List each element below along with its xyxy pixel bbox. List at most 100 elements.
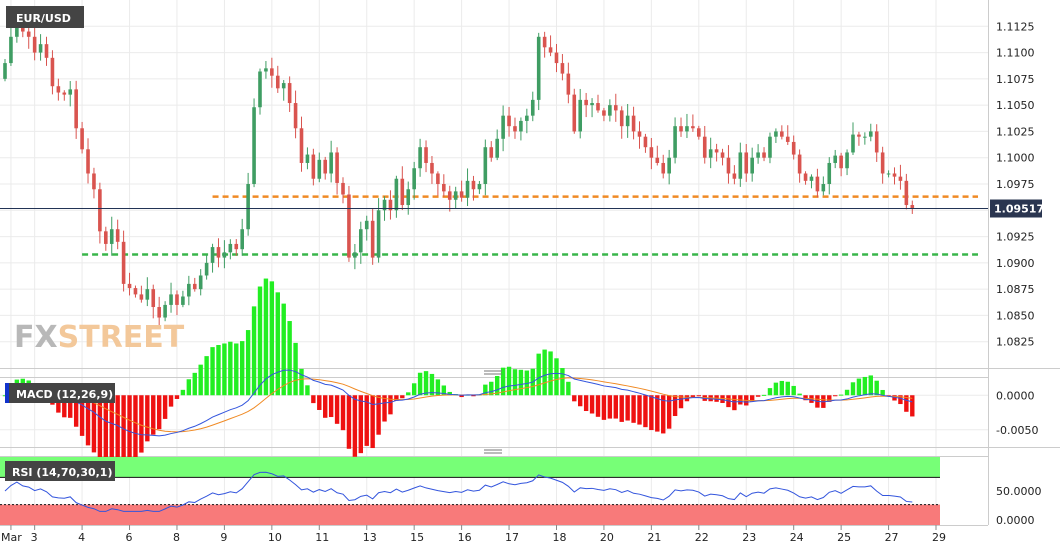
candle bbox=[560, 63, 565, 74]
macd-histogram-bar bbox=[323, 395, 328, 418]
price-tick-label: 1.1125 bbox=[996, 20, 1035, 33]
macd-histogram-bar bbox=[281, 303, 286, 396]
macd-histogram-bar bbox=[358, 395, 363, 454]
candle bbox=[732, 173, 737, 179]
macd-histogram-bar bbox=[340, 395, 346, 431]
candle bbox=[181, 296, 185, 305]
candle bbox=[192, 283, 197, 290]
candle bbox=[809, 176, 814, 181]
macd-pane[interactable]: -0.0050 0.0000 bbox=[0, 278, 1038, 471]
candle bbox=[566, 73, 571, 95]
macd-histogram-bar bbox=[210, 347, 215, 396]
x-tick-label: 18 bbox=[552, 531, 566, 544]
price-pane[interactable]: 1.0825 1.0850 1.0875 1.0900 1.0925 1.0975 1.10… bbox=[0, 0, 1060, 525]
candle bbox=[68, 89, 73, 95]
macd-histogram-bar bbox=[542, 349, 547, 396]
macd-histogram-bar bbox=[459, 395, 464, 398]
macd-histogram-bar bbox=[228, 341, 233, 396]
candle bbox=[234, 243, 239, 250]
x-tick-label: 17 bbox=[505, 531, 519, 544]
price-tick-label: 1.0875 bbox=[996, 283, 1035, 296]
x-tick-label: 22 bbox=[695, 531, 709, 544]
macd-histogram-bar bbox=[572, 395, 577, 402]
macd-histogram-bar bbox=[471, 395, 476, 397]
macd-histogram-bar bbox=[293, 342, 298, 396]
candle bbox=[489, 147, 494, 158]
macd-histogram-bar bbox=[257, 286, 263, 396]
macd-histogram-bar bbox=[649, 395, 654, 431]
x-tick-label: 16 bbox=[458, 531, 472, 544]
rsi-overbought-band bbox=[0, 457, 940, 478]
candle bbox=[673, 126, 677, 158]
price-tick-label: 1.0925 bbox=[996, 231, 1035, 244]
candle bbox=[151, 289, 156, 308]
macd-histogram-bar bbox=[245, 330, 251, 396]
macd-histogram-bar bbox=[180, 389, 186, 396]
price-tick-label: 1.1025 bbox=[996, 125, 1035, 138]
x-tick-label: 10 bbox=[268, 531, 282, 544]
macd-histogram-bar bbox=[388, 395, 393, 415]
price-tick-label: 1.1075 bbox=[996, 73, 1035, 86]
macd-histogram-bar bbox=[251, 306, 257, 396]
candle bbox=[370, 220, 375, 258]
candle bbox=[477, 184, 482, 190]
rsi-tick-label: 0.0000 bbox=[996, 514, 1035, 527]
macd-histogram-bar bbox=[761, 394, 767, 396]
x-tick-label: 4 bbox=[78, 531, 85, 544]
candle bbox=[744, 152, 749, 174]
current-price-badge bbox=[990, 199, 1042, 218]
candle bbox=[210, 247, 215, 263]
candle bbox=[548, 47, 553, 53]
x-tick-label: Mar bbox=[1, 531, 22, 544]
macd-histogram-bar bbox=[139, 395, 144, 453]
splitter-handle-2[interactable] bbox=[484, 449, 502, 454]
macd-histogram-bar bbox=[411, 383, 417, 396]
candle bbox=[904, 180, 909, 206]
macd-histogram-bar bbox=[156, 395, 162, 430]
macd-histogram-bar bbox=[595, 395, 601, 417]
macd-histogram-bar bbox=[833, 395, 838, 397]
macd-histogram-bar bbox=[85, 395, 91, 446]
macd-histogram-bar bbox=[364, 395, 369, 446]
candle bbox=[886, 173, 891, 175]
candle bbox=[376, 210, 381, 258]
candle bbox=[240, 229, 244, 250]
rsi-pane[interactable]: 0.0000 50.0000 bbox=[0, 457, 1042, 527]
macd-histogram-bar bbox=[892, 395, 897, 401]
macd-histogram-bar bbox=[874, 380, 879, 396]
macd-histogram-bar bbox=[607, 395, 613, 419]
macd-histogram-bar bbox=[880, 389, 885, 396]
macd-histogram-bar bbox=[287, 321, 292, 396]
macd-histogram-bar bbox=[625, 395, 630, 421]
current-price-label: 1.09517 bbox=[994, 202, 1044, 215]
candle bbox=[418, 147, 422, 169]
candle bbox=[702, 136, 707, 158]
x-tick-label: 29 bbox=[932, 531, 946, 544]
x-tick-label: 25 bbox=[837, 531, 851, 544]
watermark-logo: FXSTREET bbox=[14, 320, 185, 355]
macd-histogram-bar bbox=[305, 385, 310, 396]
price-tick-label: 1.0900 bbox=[996, 257, 1035, 270]
candle bbox=[133, 288, 138, 295]
candle bbox=[530, 99, 535, 116]
macd-histogram-bar bbox=[162, 395, 168, 419]
macd-histogram-bar bbox=[198, 364, 203, 396]
macd-histogram-bar bbox=[483, 384, 488, 396]
candle bbox=[815, 176, 820, 192]
candle bbox=[625, 115, 630, 127]
macd-histogram-bar bbox=[661, 395, 666, 434]
macd-histogram-bar bbox=[311, 395, 316, 404]
macd-histogram-bar bbox=[299, 368, 304, 396]
candle bbox=[602, 110, 606, 116]
candle bbox=[661, 162, 666, 174]
macd-histogram-bar bbox=[631, 395, 636, 423]
macd-histogram-bar bbox=[637, 395, 642, 425]
candle bbox=[359, 229, 363, 253]
candle bbox=[868, 131, 873, 137]
candle bbox=[643, 136, 648, 148]
macd-histogram-bar bbox=[827, 395, 832, 402]
candle bbox=[436, 173, 440, 184]
candle bbox=[163, 304, 167, 318]
splitter-handle-1[interactable] bbox=[484, 370, 502, 375]
candle bbox=[44, 44, 49, 58]
